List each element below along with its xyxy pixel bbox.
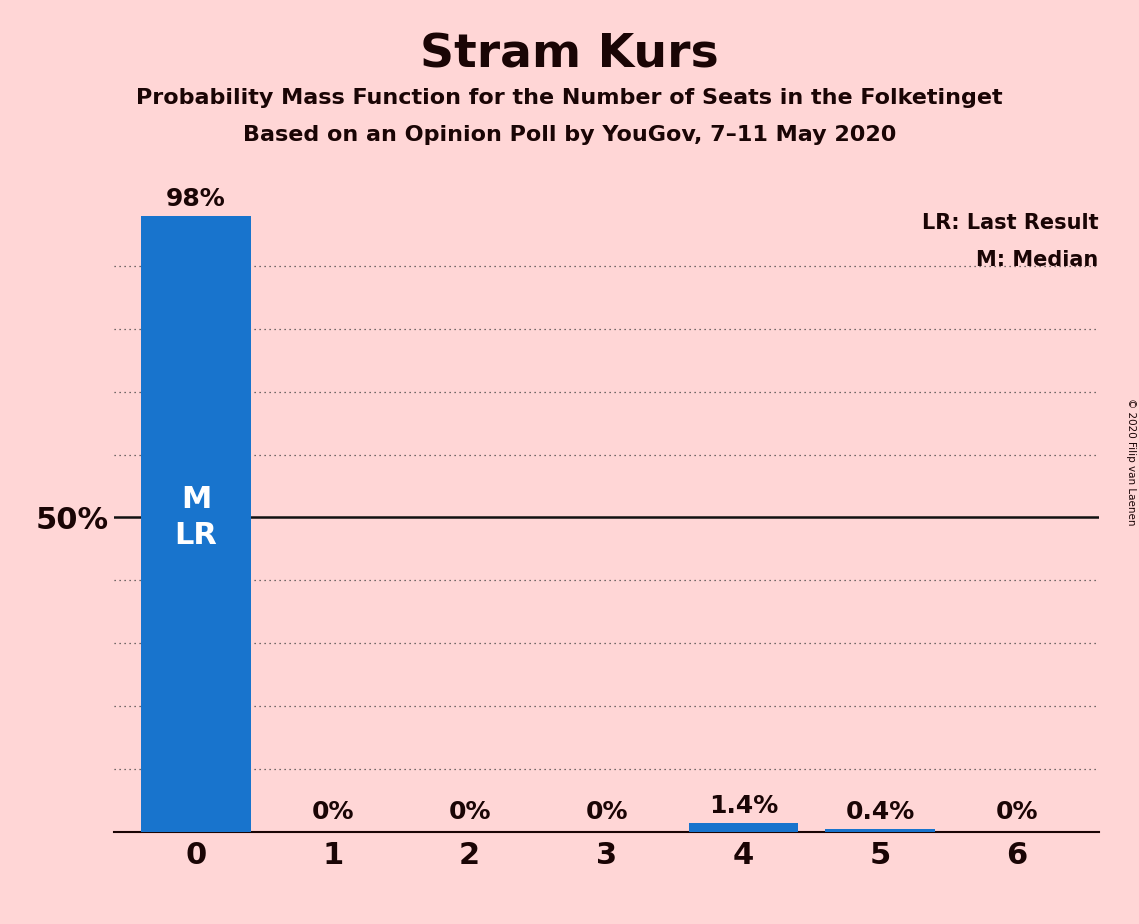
Text: 0.4%: 0.4%: [845, 800, 915, 824]
Text: LR: Last Result: LR: Last Result: [921, 213, 1098, 233]
Text: 0%: 0%: [585, 800, 628, 824]
Text: M
LR: M LR: [174, 485, 218, 550]
Text: Probability Mass Function for the Number of Seats in the Folketinget: Probability Mass Function for the Number…: [137, 88, 1002, 108]
Text: 0%: 0%: [449, 800, 491, 824]
Text: M: Median: M: Median: [976, 250, 1098, 271]
Text: 1.4%: 1.4%: [708, 794, 778, 818]
Text: Based on an Opinion Poll by YouGov, 7–11 May 2020: Based on an Opinion Poll by YouGov, 7–11…: [243, 125, 896, 145]
Bar: [689, 822, 798, 832]
Bar: [141, 216, 251, 832]
Text: 98%: 98%: [166, 187, 226, 211]
Text: 0%: 0%: [995, 800, 1039, 824]
Bar: [826, 829, 935, 832]
Text: 0%: 0%: [312, 800, 354, 824]
Text: Stram Kurs: Stram Kurs: [420, 32, 719, 78]
Text: © 2020 Filip van Laenen: © 2020 Filip van Laenen: [1126, 398, 1136, 526]
